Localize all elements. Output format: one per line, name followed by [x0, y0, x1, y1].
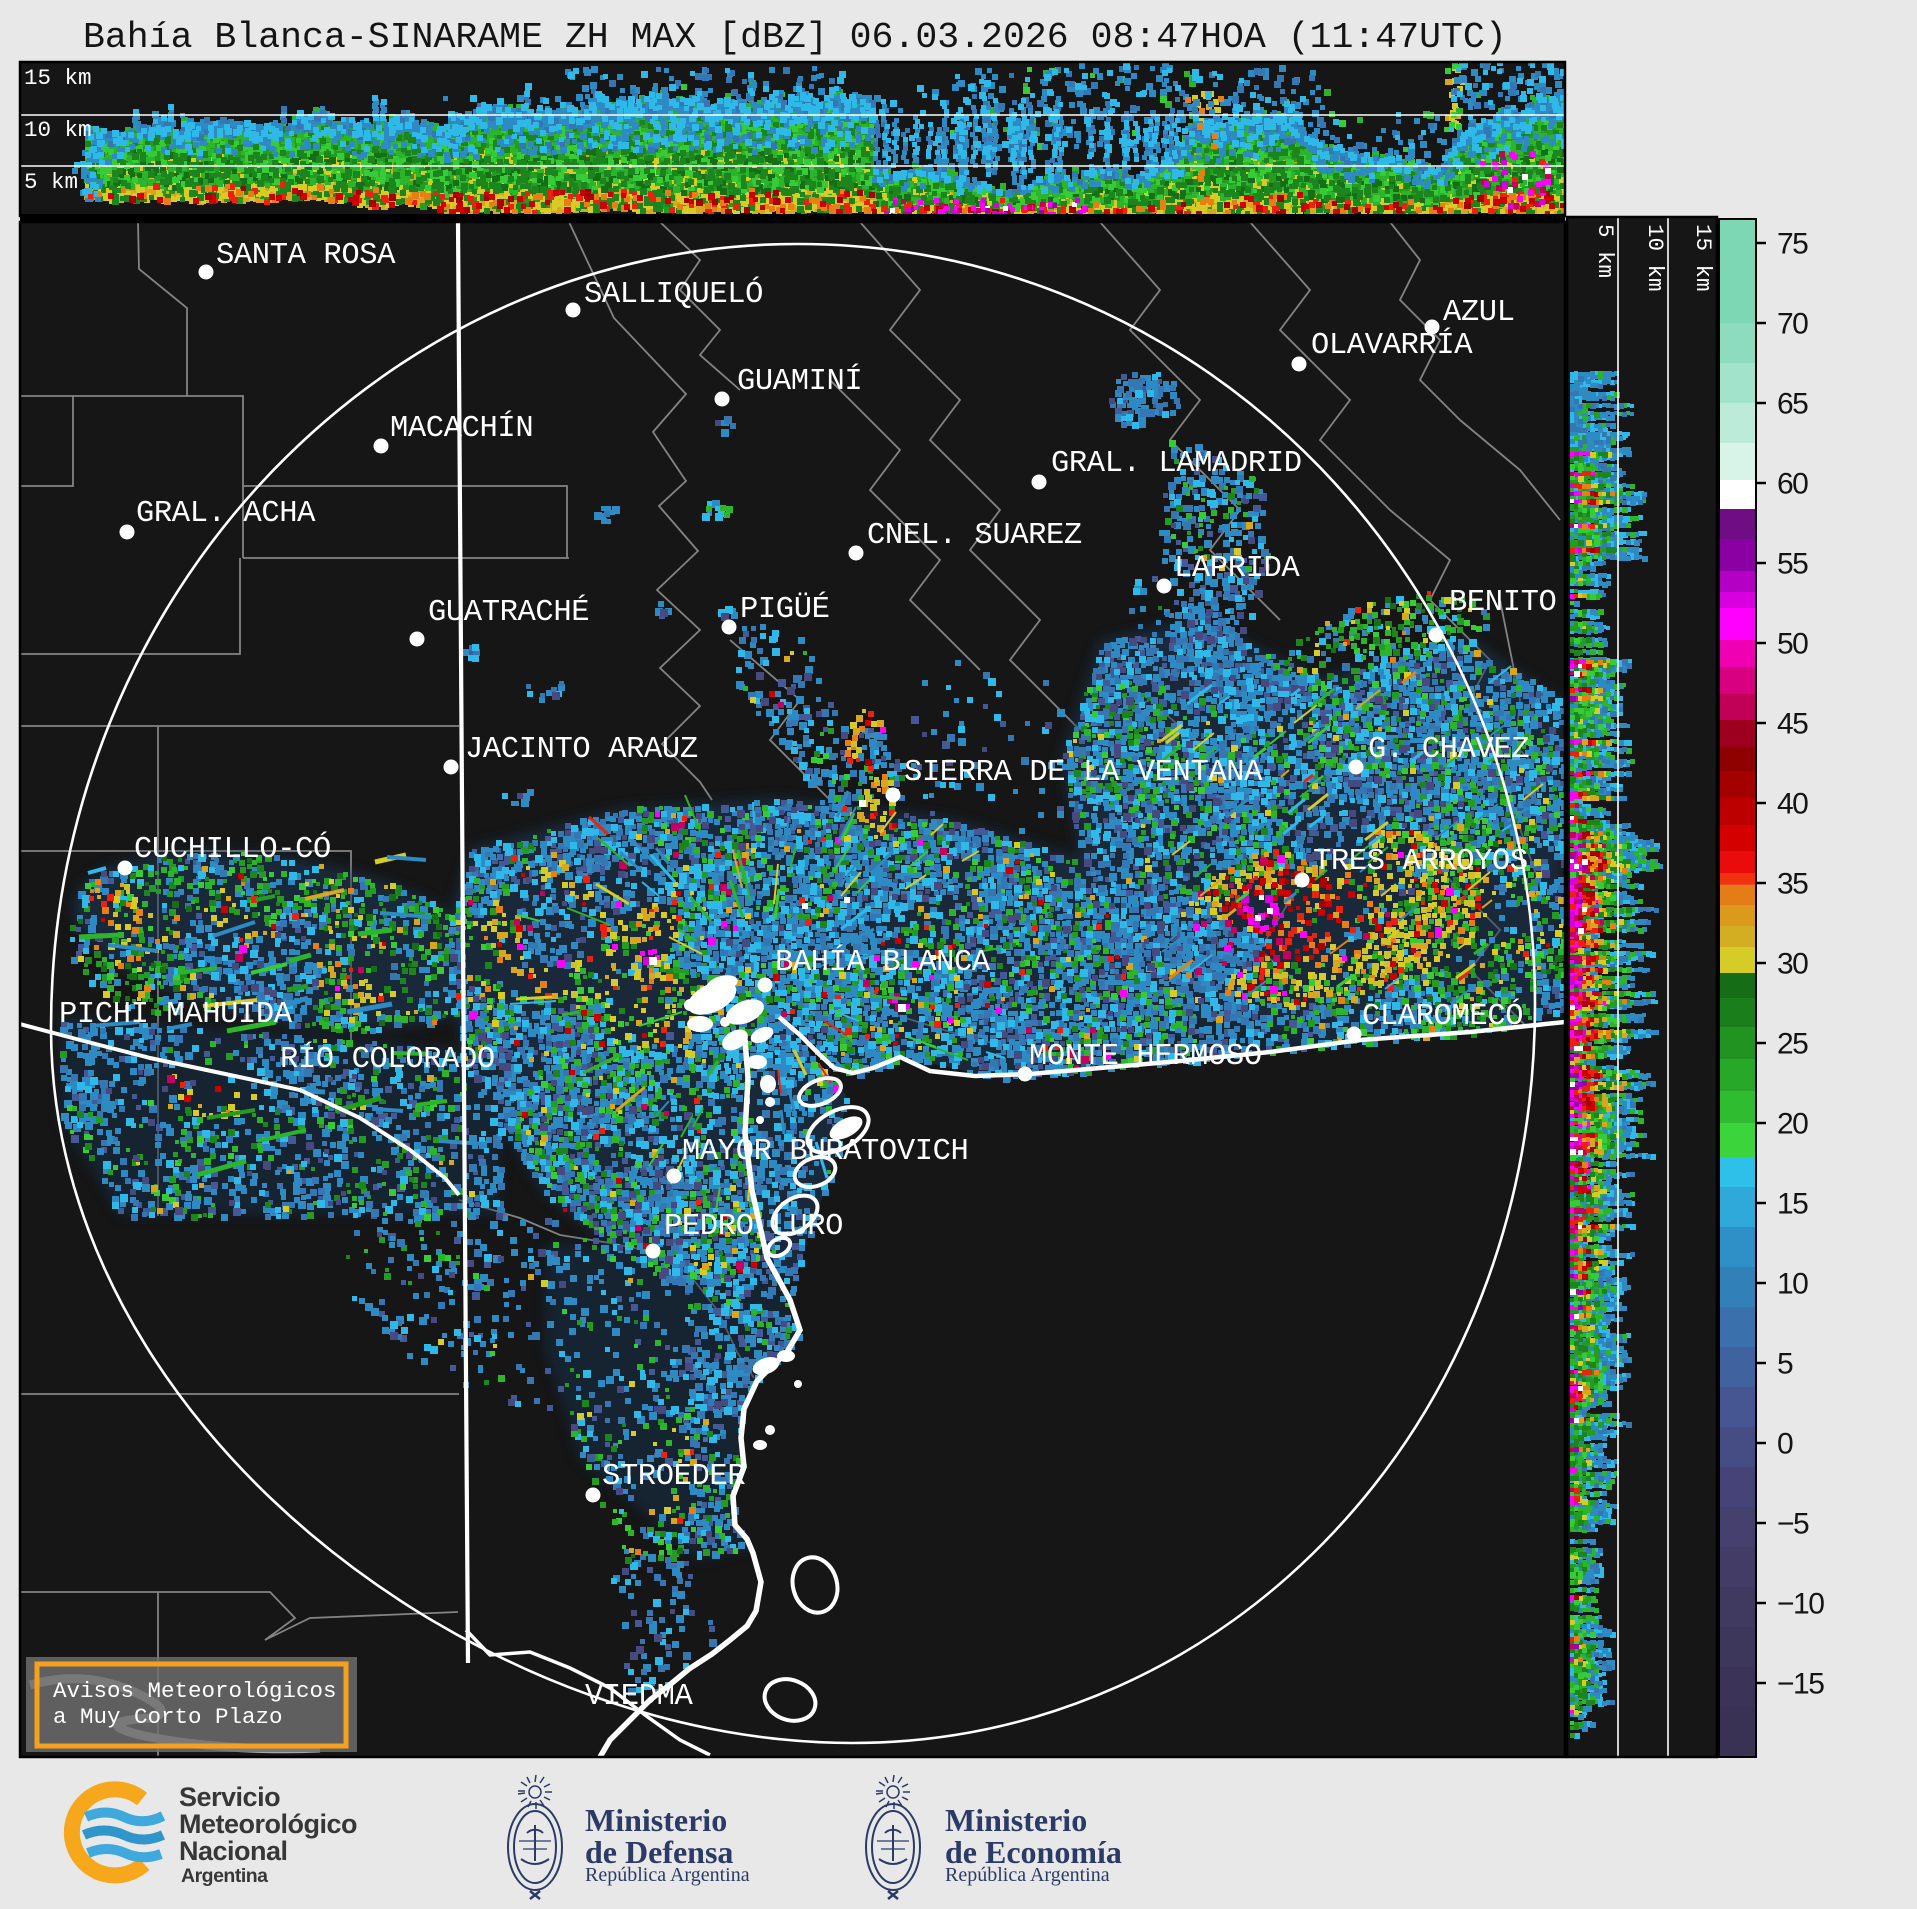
svg-text:GRAL. LAMADRID: GRAL. LAMADRID [1051, 447, 1302, 481]
svg-text:Servicio: Servicio [179, 1782, 280, 1812]
svg-text:GUATRACHÉ: GUATRACHÉ [428, 593, 589, 630]
svg-text:Ministerio: Ministerio [585, 1802, 727, 1838]
svg-text:65: 65 [1777, 388, 1808, 421]
svg-text:−15: −15 [1777, 1668, 1824, 1701]
svg-text:5: 5 [1777, 1348, 1793, 1381]
svg-text:10: 10 [1777, 1268, 1808, 1301]
svg-text:CNEL. SUAREZ: CNEL. SUAREZ [867, 519, 1082, 553]
svg-text:35: 35 [1777, 868, 1808, 901]
svg-text:60: 60 [1777, 468, 1808, 501]
svg-text:Ministerio: Ministerio [945, 1802, 1087, 1838]
svg-text:STROEDER: STROEDER [602, 1460, 745, 1494]
svg-text:G. CHAVEZ: G. CHAVEZ [1368, 733, 1529, 767]
svg-text:SIERRA DE LA VENTANA: SIERRA DE LA VENTANA [904, 756, 1263, 790]
svg-text:10 km: 10 km [1642, 224, 1668, 292]
svg-text:AZUL: AZUL [1443, 296, 1515, 330]
svg-text:VIEDMA: VIEDMA [585, 1680, 694, 1714]
svg-text:GRAL. ACHA: GRAL. ACHA [136, 497, 316, 531]
svg-text:Argentina: Argentina [181, 1865, 268, 1887]
svg-text:30: 30 [1777, 948, 1808, 981]
svg-text:RÍO COLORADO: RÍO COLORADO [280, 1040, 495, 1077]
svg-text:5 km: 5 km [1592, 224, 1618, 278]
svg-text:5 km: 5 km [24, 169, 78, 195]
svg-text:40: 40 [1777, 788, 1808, 821]
svg-text:República Argentina: República Argentina [585, 1864, 750, 1886]
svg-text:0: 0 [1777, 1428, 1793, 1461]
svg-text:GUAMINÍ: GUAMINÍ [737, 362, 862, 399]
svg-text:MACACHÍN: MACACHÍN [390, 409, 533, 446]
svg-text:Nacional: Nacional [179, 1836, 288, 1866]
svg-text:BENITO: BENITO [1449, 586, 1556, 620]
svg-text:MAYOR BURATOVICH: MAYOR BURATOVICH [682, 1135, 968, 1169]
svg-text:−5: −5 [1777, 1508, 1809, 1541]
svg-text:Avisos Meteorológicos: Avisos Meteorológicos [53, 1678, 337, 1704]
svg-text:SANTA ROSA: SANTA ROSA [216, 239, 396, 273]
svg-text:50: 50 [1777, 628, 1808, 661]
svg-text:45: 45 [1777, 708, 1808, 741]
svg-text:70: 70 [1777, 308, 1808, 341]
svg-text:OLAVARRÍA: OLAVARRÍA [1311, 326, 1473, 363]
svg-text:PICHI MAHUIDA: PICHI MAHUIDA [59, 998, 293, 1032]
svg-text:CLAROMECÓ: CLAROMECÓ [1362, 997, 1523, 1034]
svg-text:Meteorológico: Meteorológico [179, 1809, 357, 1839]
svg-text:de Defensa: de Defensa [585, 1834, 733, 1870]
svg-text:MONTE HERMOSO: MONTE HERMOSO [1029, 1040, 1262, 1074]
svg-text:20: 20 [1777, 1108, 1808, 1141]
svg-text:de Economía: de Economía [945, 1834, 1122, 1870]
svg-text:55: 55 [1777, 548, 1808, 581]
svg-text:PIGÜÉ: PIGÜÉ [740, 590, 830, 627]
svg-text:25: 25 [1777, 1028, 1808, 1061]
svg-text:75: 75 [1777, 228, 1808, 261]
svg-text:Bahía Blanca-SINARAME ZH MAX [: Bahía Blanca-SINARAME ZH MAX [dBZ] 06.03… [83, 17, 1507, 58]
svg-text:10 km: 10 km [24, 117, 92, 143]
svg-text:15 km: 15 km [24, 65, 92, 91]
svg-text:PEDRO LURO: PEDRO LURO [664, 1210, 843, 1244]
svg-text:−10: −10 [1777, 1588, 1824, 1621]
svg-text:15: 15 [1777, 1188, 1808, 1221]
svg-text:TRES ARROYOS: TRES ARROYOS [1313, 845, 1528, 879]
svg-text:LAPRIDA: LAPRIDA [1174, 552, 1300, 586]
svg-text:CUCHILLO-CÓ: CUCHILLO-CÓ [134, 830, 331, 867]
svg-text:BAHÍA BLANCA: BAHÍA BLANCA [775, 943, 991, 980]
svg-text:JACINTO ARAUZ: JACINTO ARAUZ [465, 733, 698, 767]
svg-text:a Muy Corto Plazo: a Muy Corto Plazo [53, 1704, 283, 1730]
svg-text:SALLIQUELÓ: SALLIQUELÓ [584, 275, 763, 312]
svg-text:15 km: 15 km [1690, 224, 1716, 292]
svg-text:República Argentina: República Argentina [945, 1864, 1110, 1886]
